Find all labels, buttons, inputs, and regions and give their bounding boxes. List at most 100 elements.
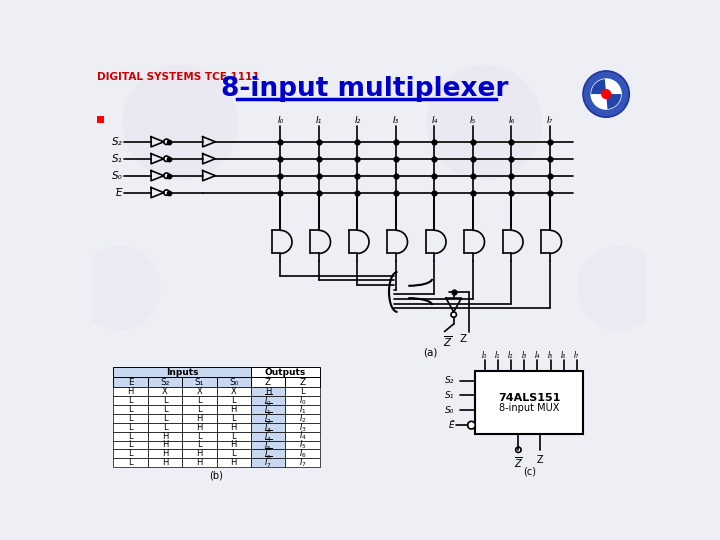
Circle shape [516,447,521,453]
Text: L: L [163,423,167,432]
Text: I₄: I₄ [535,350,540,360]
Text: $I_6$: $I_6$ [299,448,307,460]
Bar [113,414,148,423]
Text: (c): (c) [523,467,536,477]
Text: I₃: I₃ [393,116,399,125]
Bar [148,396,182,405]
Text: $\overline{Z}$: $\overline{Z}$ [443,334,452,349]
Text: L: L [163,405,167,414]
Bar [113,405,148,414]
Circle shape [451,312,456,318]
Bar [285,414,320,423]
Text: I₆: I₆ [561,350,567,360]
Circle shape [163,156,169,161]
Bar [113,449,148,458]
Text: $\overline{Z}$: $\overline{Z}$ [514,455,523,470]
Bar [182,431,217,441]
Text: H: H [230,458,237,467]
Text: $\overline{I_5}$: $\overline{I_5}$ [264,437,272,453]
Bar [148,431,182,441]
Bar [113,423,148,431]
Text: $\overline{I_1}$: $\overline{I_1}$ [264,402,272,417]
Bar [182,396,217,405]
Text: H: H [162,431,168,441]
Text: $\overline{I_7}$: $\overline{I_7}$ [264,455,272,470]
Bar [285,431,320,441]
Bar [217,377,251,387]
Text: S₁: S₁ [445,391,454,400]
Text: $I_0$: $I_0$ [299,394,307,407]
Bar [113,377,148,387]
Text: H: H [162,441,168,449]
Text: L: L [128,405,133,414]
Bar [251,458,285,467]
Text: L: L [197,396,202,405]
Bar [251,423,285,431]
Bar [285,387,320,396]
Text: $\overline{I_3}$: $\overline{I_3}$ [264,420,272,435]
Bar [97,116,104,123]
Text: Inputs: Inputs [166,368,199,376]
Text: X: X [197,387,202,396]
Circle shape [577,246,662,330]
Text: H: H [196,414,202,423]
Text: L: L [128,423,133,432]
Text: $I_4$: $I_4$ [299,430,307,442]
Bar [148,405,182,414]
Bar [182,423,217,431]
Text: H: H [162,458,168,467]
Text: S₀: S₀ [445,406,454,415]
Bar [113,367,251,377]
Bar [182,405,217,414]
Circle shape [163,190,169,195]
Text: I₇: I₇ [575,350,580,360]
Text: L: L [231,431,236,441]
Text: S₀: S₀ [229,378,238,387]
Text: (b): (b) [210,470,223,480]
Bar [148,423,182,431]
Bar [251,396,285,405]
Bar [113,431,148,441]
Bar [285,396,320,405]
Text: Z: Z [459,334,467,344]
Bar [475,372,583,434]
Text: I₆: I₆ [508,116,515,125]
Bar [217,387,251,396]
Text: H: H [196,449,202,458]
Text: S₀: S₀ [112,171,122,181]
Text: I₅: I₅ [548,350,553,360]
Circle shape [427,65,542,180]
Bar [285,449,320,458]
Text: L: L [128,449,133,458]
Circle shape [76,246,161,330]
Text: 8-input MUX: 8-input MUX [499,403,559,413]
Circle shape [122,65,238,180]
Bar [251,431,285,441]
Bar [217,431,251,441]
Text: $I_5$: $I_5$ [299,438,306,451]
Circle shape [163,173,169,178]
Text: I₂: I₂ [508,350,513,360]
Bar [217,414,251,423]
Text: H: H [230,405,237,414]
Bar [285,423,320,431]
Text: H: H [162,449,168,458]
Bar [251,449,285,458]
Bar [285,377,320,387]
Bar [285,458,320,467]
Bar [285,441,320,449]
Bar [217,449,251,458]
Text: I₀: I₀ [277,116,284,125]
Text: S₁: S₁ [112,154,122,164]
Text: X: X [231,387,237,396]
Text: S₁: S₁ [194,378,204,387]
Text: (a): (a) [423,348,438,358]
Bar [148,377,182,387]
Text: $\overline{I_6}$: $\overline{I_6}$ [264,446,272,462]
Text: $I_7$: $I_7$ [299,456,307,469]
Text: $\overline{I_0}$: $\overline{I_0}$ [264,393,272,408]
Text: 8-input multiplexer: 8-input multiplexer [222,77,509,103]
Bar [217,441,251,449]
Bar [148,458,182,467]
Bar [182,458,217,467]
